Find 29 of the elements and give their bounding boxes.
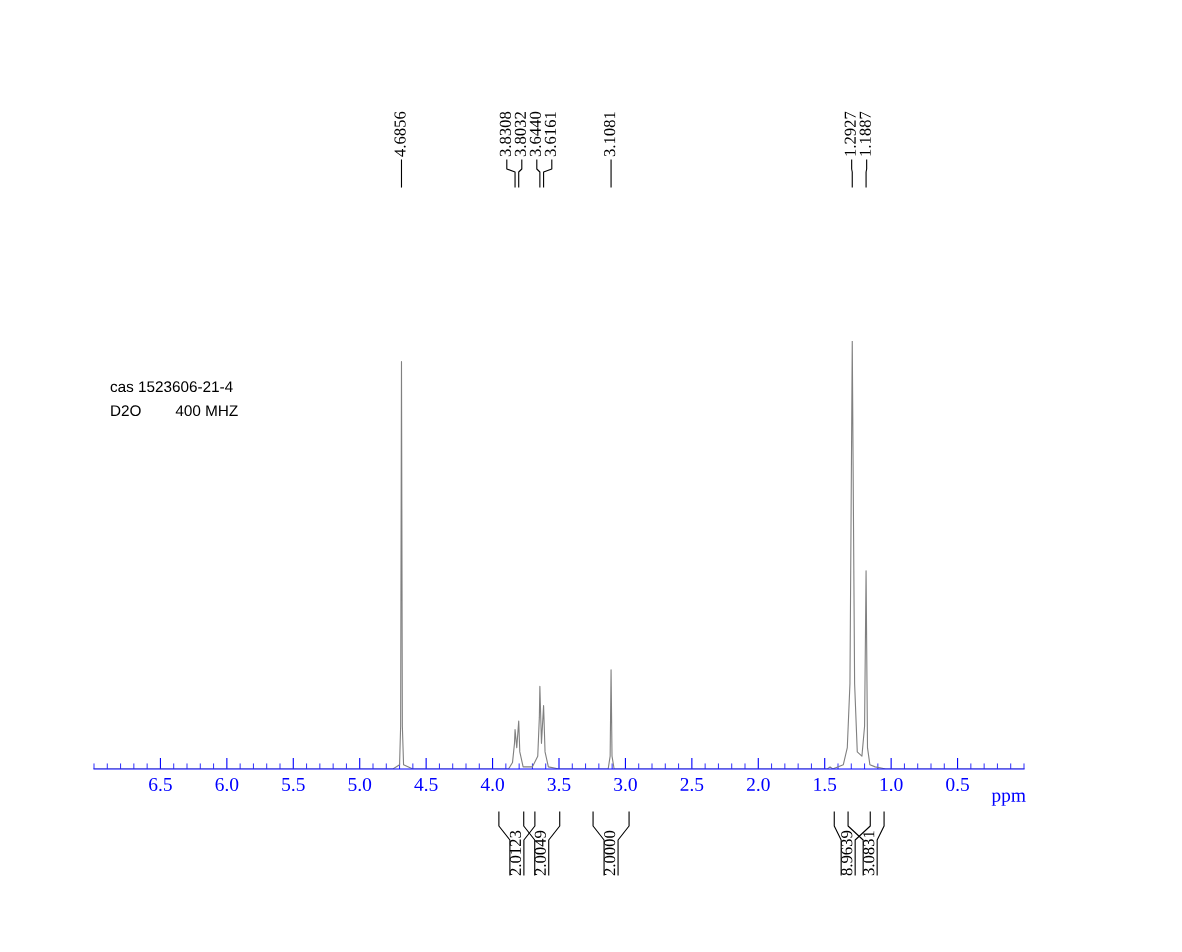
- text: 3.8032: [514, 112, 527, 157]
- text: 1.1887: [859, 111, 871, 156]
- x-tick-label: 1.0: [880, 777, 903, 792]
- x-tick-label: 6.0: [215, 777, 239, 792]
- annotation: cas 1523606-21-4: [110, 381, 233, 393]
- text: 3.6161: [544, 112, 557, 157]
- x-tick-label: 2.5: [680, 777, 704, 792]
- text: 2.0000: [603, 830, 616, 876]
- x-tick-label: 3.5: [547, 777, 571, 792]
- x-axis-title: ppm: [991, 792, 1026, 806]
- text: 3.1081: [603, 112, 616, 157]
- x-tick-label: 3.0: [614, 777, 637, 792]
- text: 3.6440: [529, 111, 542, 157]
- x-tick-label: 1.5: [814, 777, 837, 792]
- x-tick-label: 4.5: [414, 778, 438, 792]
- text: 2.0123: [509, 830, 522, 876]
- x-tick-label: 4.0: [480, 777, 504, 792]
- text: 8.9639: [841, 830, 853, 876]
- text: 1.2927: [844, 111, 856, 156]
- text: 3.0831: [863, 831, 875, 876]
- x-tick-label: 5.0: [348, 777, 372, 792]
- x-tick-label: 0.5: [946, 777, 969, 792]
- x-tick-label: 5.5: [282, 778, 305, 792]
- annotation: D2O 400 MHZ: [111, 405, 238, 417]
- text: 4.6856: [394, 111, 406, 157]
- x-tick-label: 2.0: [746, 777, 770, 792]
- x-tick-label: 6.5: [149, 777, 172, 792]
- text: 3.8308: [499, 111, 512, 157]
- text: 2.0049: [534, 830, 546, 876]
